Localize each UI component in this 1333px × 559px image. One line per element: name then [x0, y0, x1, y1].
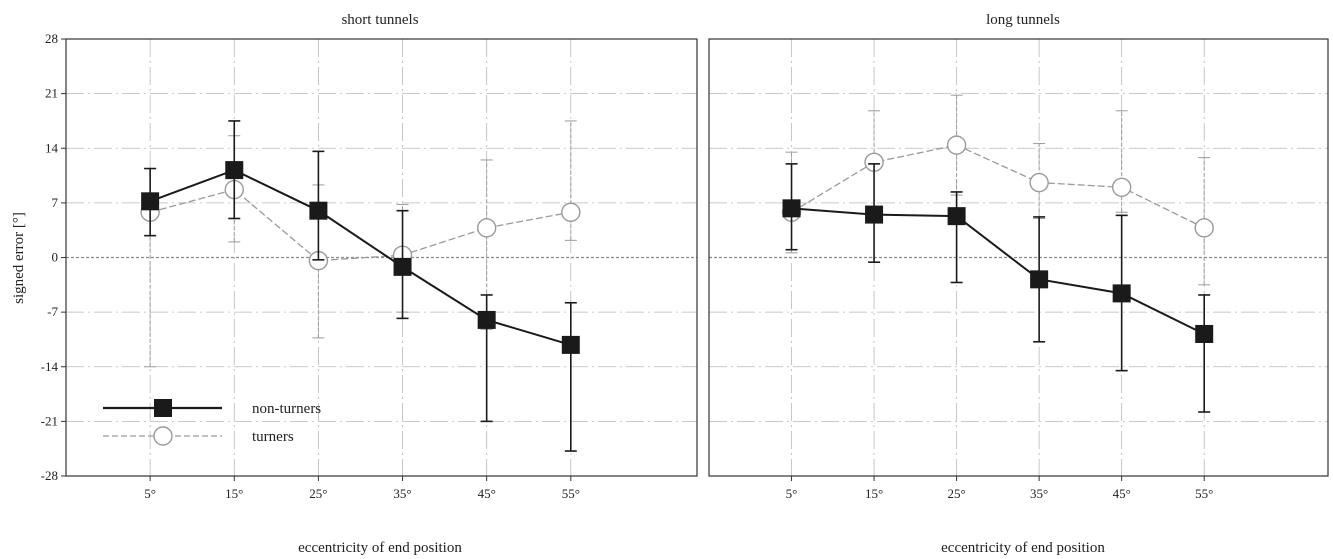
x-tick-label: 35° — [1030, 486, 1048, 501]
data-point-non-turners — [1112, 284, 1131, 303]
series-line — [149, 169, 572, 346]
y-tick-label: -28 — [41, 468, 58, 483]
data-point-turners — [946, 135, 967, 155]
legend-label-turners: turners — [252, 429, 294, 445]
x-tick-label: 5° — [144, 486, 156, 501]
y-tick-label: 0 — [52, 250, 59, 265]
data-point-non-turners — [1195, 324, 1214, 343]
series-turners — [140, 120, 581, 368]
y-ticks-short: 28 21 14 7 0 -7 -14 -21 -28 — [41, 31, 66, 483]
data-point-non-turners — [393, 257, 412, 276]
y-tick-label: 28 — [45, 31, 58, 46]
data-point-non-turners — [225, 161, 244, 180]
x-tick-label: 45° — [478, 486, 496, 501]
data-point-non-turners — [947, 207, 966, 226]
legend: non-turners turners — [103, 399, 321, 446]
data-point-non-turners — [782, 199, 801, 218]
y-tick-label: -7 — [47, 304, 58, 319]
data-point-turners — [476, 218, 497, 238]
series-line — [791, 144, 1205, 229]
x-tick-label: 25° — [947, 486, 965, 501]
data-point-turners — [1194, 218, 1214, 238]
data-point-turners — [561, 202, 581, 222]
series-long — [781, 94, 1214, 413]
legend-marker-turners — [153, 426, 173, 446]
series-short — [140, 120, 581, 452]
x-tick-label: 15° — [865, 486, 883, 501]
data-point-non-turners — [477, 310, 496, 329]
x-tick-label: 55° — [562, 486, 580, 501]
series-line — [791, 207, 1205, 335]
y-tick-label: -21 — [41, 413, 58, 428]
data-point-non-turners — [309, 201, 328, 220]
x-axis-title-long: eccentricity of end position — [941, 540, 1105, 556]
series-turners — [781, 94, 1214, 286]
legend-marker-non-turners — [154, 399, 172, 417]
series-non-turners — [141, 120, 580, 452]
y-axis-title: signed error [°] — [11, 212, 27, 304]
y-tick-label: 21 — [45, 86, 58, 101]
data-point-non-turners — [865, 205, 884, 224]
y-tick-label: 14 — [45, 140, 59, 155]
grid-long — [709, 39, 1328, 476]
x-tick-label: 5° — [786, 486, 798, 501]
data-point-turners — [1029, 172, 1049, 193]
series-non-turners — [782, 163, 1214, 413]
x-axis-title-short: eccentricity of end position — [298, 540, 462, 556]
panel-title-short: short tunnels — [341, 12, 418, 28]
x-ticks-short: 5° 15° 25° 35° 45° 55° — [144, 476, 580, 501]
x-tick-label: 55° — [1195, 486, 1213, 501]
y-tick-label: -14 — [41, 359, 59, 374]
data-point-non-turners — [1030, 270, 1049, 289]
data-point-non-turners — [561, 335, 580, 354]
frame-long — [708, 38, 1329, 477]
x-tick-label: 35° — [393, 486, 411, 501]
x-tick-label: 25° — [309, 486, 327, 501]
plot-frame — [708, 38, 1329, 477]
panel-title-long: long tunnels — [986, 12, 1060, 28]
data-point-turners — [1111, 177, 1132, 197]
legend-label-non-turners: non-turners — [252, 401, 321, 417]
y-tick-label: 7 — [52, 195, 59, 210]
panel-long-tunnels: long tunnels eccentricity of end positio… — [708, 12, 1329, 556]
series-line — [149, 188, 571, 262]
panel-short-tunnels: short tunnels signed error [°] eccentric… — [11, 12, 698, 556]
data-point-non-turners — [141, 192, 160, 211]
x-tick-label: 45° — [1113, 486, 1131, 501]
x-ticks-long: 5° 15° 25° 35° 45° 55° — [786, 476, 1213, 501]
x-tick-label: 15° — [225, 486, 243, 501]
